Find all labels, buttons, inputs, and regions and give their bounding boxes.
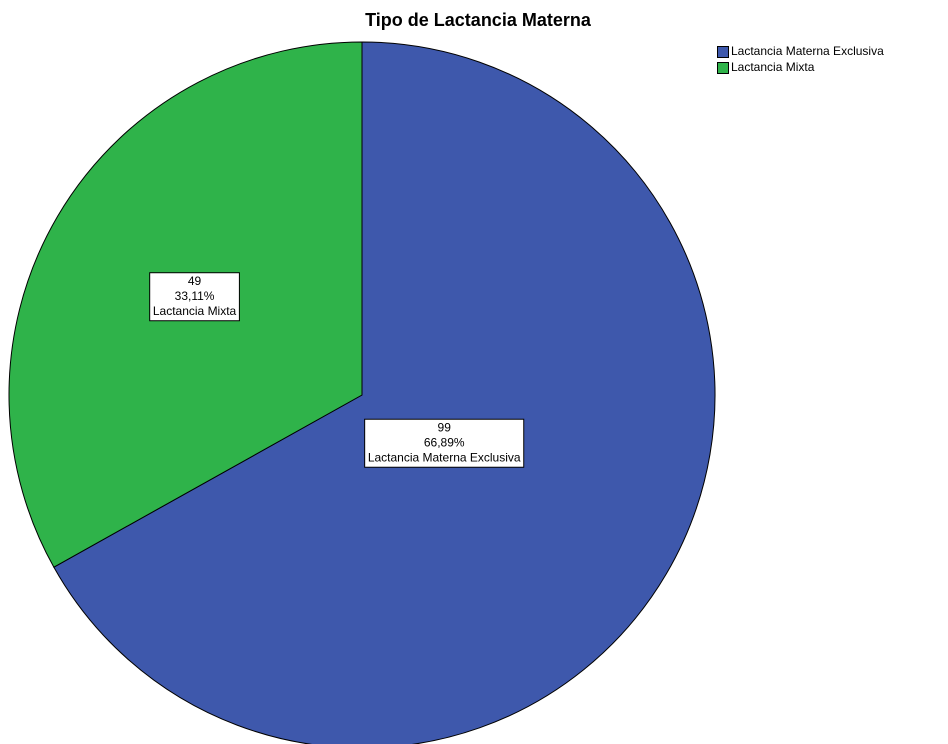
legend-swatch xyxy=(717,62,729,74)
legend-label: Lactancia Mixta xyxy=(731,60,815,74)
chart-title: Tipo de Lactancia Materna xyxy=(365,10,592,30)
percentage-label: 33,11% xyxy=(175,289,215,303)
data-label-box xyxy=(149,272,240,322)
pie-slice xyxy=(53,41,716,744)
value-label: 49 xyxy=(188,274,202,288)
data-label-box xyxy=(364,418,525,468)
legend-swatch xyxy=(717,46,729,58)
legend-label: Lactancia Materna Exclusiva xyxy=(731,44,884,58)
category-label: Lactancia Mixta xyxy=(153,304,237,318)
percentage-label: 66,89% xyxy=(424,435,465,449)
value-label: 99 xyxy=(438,420,452,434)
category-label: Lactancia Materna Exclusiva xyxy=(368,450,521,464)
